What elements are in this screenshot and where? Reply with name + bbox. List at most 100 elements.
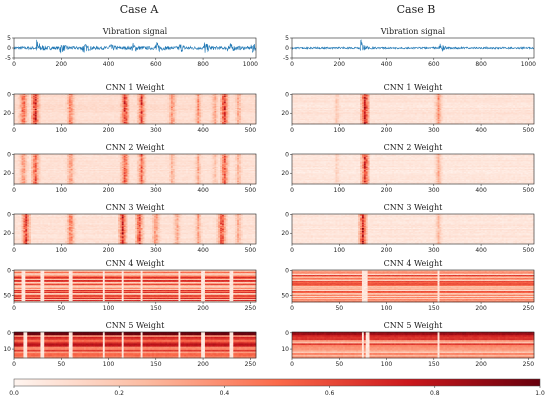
heatmap-cell [49,117,53,119]
heatmap-cell [66,113,70,115]
heatmap-cell [100,120,104,122]
heatmap-cell [102,120,106,122]
heatmap-cell [14,104,17,106]
heatmap-cell [78,108,81,110]
heatmap-cell [106,109,109,112]
heatmap-cell [27,118,30,120]
x-tick-label: 200 [103,127,115,134]
heatmap-cell [49,98,53,100]
heatmap-cell [25,120,28,122]
heatmap-cell [97,98,100,100]
heatmap-cell [63,99,66,101]
heatmap-cell [38,99,41,101]
heatmap-cell [91,114,94,116]
heatmap-cell [53,119,56,121]
heatmap-cell [104,105,107,107]
heatmap-cell [72,114,75,116]
heatmap-cell [40,118,43,120]
heatmap-cell [87,106,90,108]
heatmap-cell [32,95,36,98]
heatmap-cell [65,94,68,96]
heatmap-cell [102,105,106,107]
heatmap-cell [46,107,49,109]
heatmap-cell [100,121,104,123]
heatmap-cell [19,94,22,96]
heatmap-cell [63,114,66,116]
heatmap-cell [97,119,100,121]
heatmap-cell [23,121,26,123]
heatmap-cell [108,98,111,100]
heatmap-cell [68,109,72,111]
heatmap-cell [97,123,100,125]
heatmap-cell [53,105,56,107]
heatmap-cell [63,103,66,105]
heatmap-cell [100,117,104,119]
heatmap-cell [23,106,26,108]
heatmap-cell [17,104,20,106]
heatmap-cell [15,118,19,120]
heatmap-cell [68,103,72,105]
heatmap-cell [31,107,34,109]
heatmap-cell [97,97,100,99]
heatmap-cell [76,105,79,107]
heatmap-cell [40,103,43,105]
heatmap-cell [36,109,39,111]
heatmap-cell [87,96,90,99]
heatmap-cell [102,99,106,101]
heatmap-cell [82,112,85,114]
heatmap-cell [34,101,37,103]
heatmap-cell [80,97,83,99]
heatmap-cell [95,102,98,104]
heatmap-cell [66,99,70,101]
heatmap-cell [68,107,72,109]
heatmap-cell [14,106,17,108]
heatmap-cell [72,105,75,107]
heatmap-cell [89,118,92,120]
heatmap-cell [74,105,77,107]
heatmap-cell [51,104,54,106]
heatmap-cell [104,113,107,115]
heatmap-cell [38,104,41,106]
heatmap-cell [68,108,72,110]
heatmap-cell [61,107,64,109]
heatmap-cell [25,113,28,115]
heatmap-cell [102,113,106,115]
heatmap-cell [27,113,30,115]
heatmap-cell [49,107,53,109]
heatmap-cell [99,108,102,110]
heatmap-cell [34,113,37,115]
heatmap-cell [42,98,45,100]
heatmap-cell [68,112,72,114]
x-tick-label: 400 [197,127,209,134]
heatmap-cell [38,96,41,99]
heatmap-cell [49,111,53,114]
heatmap-cell [68,94,72,97]
heatmap-cell [97,101,100,103]
heatmap-cell [97,100,100,102]
heatmap-cell [61,96,64,99]
heatmap-cell [59,106,62,108]
heatmap-cell [48,106,51,108]
heatmap-cell [59,96,62,99]
heatmap-cell [66,122,70,124]
heatmap-cell [85,100,89,102]
heatmap-cell [99,96,102,99]
heatmap-cell [74,103,77,105]
heatmap-cell [97,94,100,96]
heatmap-cell [32,94,36,96]
heatmap-cell [65,105,68,107]
heatmap-cell [59,119,62,121]
heatmap-cell [23,119,26,121]
heatmap-cell [102,118,106,120]
heatmap-cell [19,99,22,101]
heatmap-cell [40,109,43,112]
heatmap-cell [51,94,54,97]
heatmap-cell [42,116,45,118]
heatmap-cell [15,120,19,122]
heatmap-cell [106,103,109,105]
heatmap-cell [72,120,75,122]
heatmap-cell [102,100,106,102]
heatmap-cell [93,104,96,106]
heatmap-cell [44,102,47,104]
